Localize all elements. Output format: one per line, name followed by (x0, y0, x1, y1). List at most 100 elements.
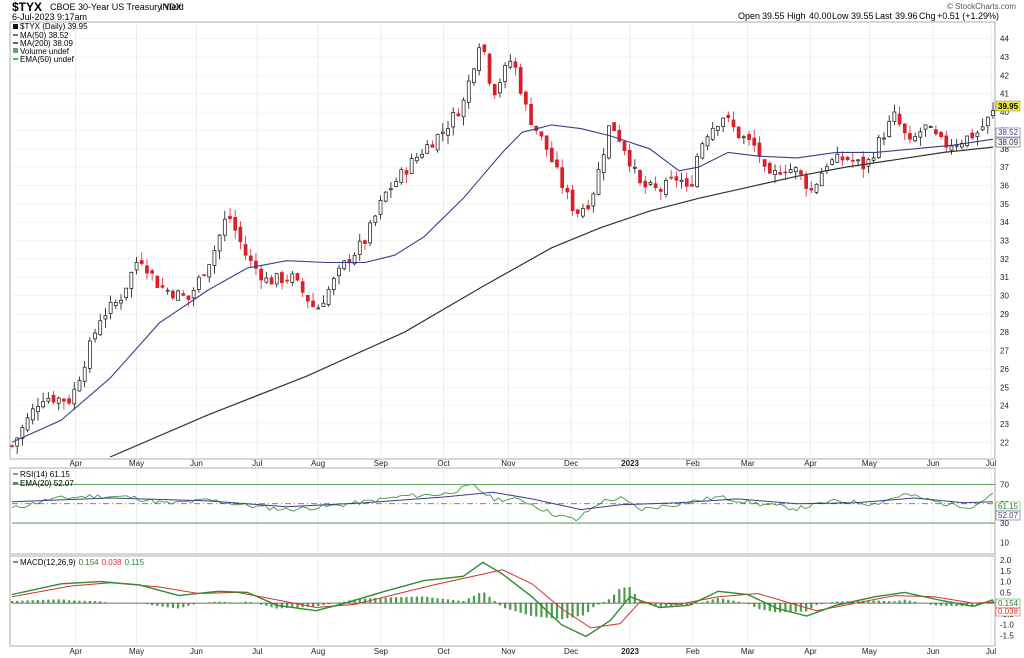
candle-body (570, 189, 575, 212)
candles (10, 43, 995, 455)
candle-body (825, 166, 829, 171)
candle-body (669, 176, 674, 179)
candle-body (103, 315, 108, 320)
candle-body (643, 180, 648, 188)
candle-body (679, 179, 684, 182)
last-price-tag-bg (995, 100, 1021, 112)
high-label: High (787, 11, 806, 21)
candle-body (876, 137, 881, 158)
macd-signal-line (11, 569, 994, 629)
candle-body (627, 149, 632, 167)
candle-body (617, 130, 622, 142)
candle-body (882, 137, 886, 140)
price-tick-label: 38 (1000, 145, 1009, 154)
candle-body (793, 167, 798, 173)
month-label: Sep (374, 459, 389, 468)
price-tick-label: 27 (1000, 347, 1009, 356)
candle-body (923, 124, 928, 130)
candle-body (171, 290, 175, 299)
candle-body (788, 169, 793, 173)
candle-body (326, 289, 331, 305)
candle-body (866, 158, 871, 167)
candle-body (62, 398, 66, 402)
candle-body (321, 302, 326, 307)
candle-body (778, 172, 783, 175)
candle-body (316, 307, 321, 310)
month-axis-macd: Apr May Jun Jul Aug Sep Oct Nov Dec 2023 Feb Mar Apr… (70, 647, 997, 656)
month-label: Sep (374, 647, 389, 656)
month-label: Mar (741, 647, 755, 656)
candle-body (773, 170, 777, 175)
ma50-tag-bg (995, 127, 1021, 138)
candle-body (176, 290, 180, 301)
rsi-panel (9, 467, 996, 555)
month-label: Jul (252, 647, 262, 656)
candle-body (82, 366, 87, 382)
month-label: 2023 (621, 459, 639, 468)
candle-body (498, 82, 502, 94)
candle-body (46, 398, 51, 402)
candle-body (145, 265, 149, 274)
candle-body (363, 240, 367, 244)
candle-body (970, 132, 975, 139)
candle-body (202, 274, 206, 277)
month-label: Jun (927, 459, 940, 468)
ma50-line (11, 124, 994, 443)
candle-body (440, 131, 445, 134)
candle-body (799, 170, 803, 175)
candle-body (228, 215, 232, 219)
month-label: Oct (437, 459, 450, 468)
candle-body (41, 401, 45, 408)
candle-body (991, 110, 995, 116)
candle-body (165, 289, 170, 292)
ma200-tag: 38.09 (998, 138, 1019, 147)
month-label: 2023 (621, 647, 639, 656)
watermark: © StockCharts.com (947, 2, 1016, 11)
candle-body (404, 170, 409, 175)
candle-body (835, 153, 840, 163)
candle-body (280, 272, 284, 284)
candle-body (913, 136, 917, 142)
month-label: May (862, 647, 877, 656)
candle-body (752, 137, 757, 146)
month-label: Jul (986, 459, 996, 468)
candle-body (160, 285, 165, 288)
candle-body (783, 171, 788, 174)
month-label: Oct (437, 647, 450, 656)
candle-body (477, 47, 481, 71)
candle-body (331, 278, 336, 290)
candle-body (840, 156, 845, 161)
macd-line (11, 561, 994, 638)
macd-tick-label: 2.0 (1000, 556, 1012, 565)
candle-body (342, 260, 347, 270)
candle-body (93, 332, 97, 340)
candle-body (710, 127, 715, 140)
price-axis: 2223242526272829303132333435363738394041… (1000, 35, 1009, 448)
last-value: 39.96 (895, 11, 918, 21)
candle-body (845, 156, 850, 161)
candle-body (653, 183, 658, 188)
candle-body (705, 136, 710, 147)
candle-body (56, 397, 61, 404)
candle-body (300, 281, 305, 293)
candle-body (871, 157, 876, 161)
legend-macd-v3: 0.115 (125, 558, 145, 567)
price-tick-label: 26 (1000, 365, 1009, 374)
price-tick-label: 35 (1000, 200, 1009, 209)
candle-body (508, 60, 513, 68)
candle-body (466, 80, 471, 103)
price-tick-label: 23 (1000, 420, 1009, 429)
month-label: Apr (70, 459, 83, 468)
candle-body (311, 300, 315, 308)
rsi-tick-label: 10 (1000, 538, 1009, 547)
candle-body (902, 123, 907, 134)
candle-body (378, 200, 383, 215)
ma200-tag-bg (995, 137, 1021, 148)
month-label: Jun (190, 647, 203, 656)
open-label: Open (738, 11, 760, 21)
legend-rsi: RSI(14) 61.15 (20, 470, 70, 479)
candle-body (51, 394, 56, 403)
price-tick-label: 37 (1000, 163, 1009, 172)
price-tick-label: 42 (1000, 71, 1009, 80)
price-tick-label: 31 (1000, 273, 1009, 282)
